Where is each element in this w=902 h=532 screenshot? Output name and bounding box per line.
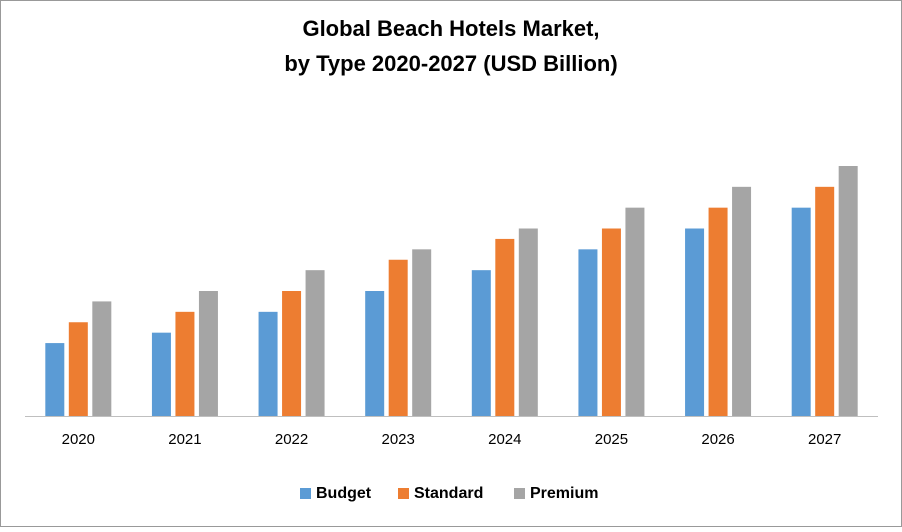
bar (258, 311, 278, 416)
x-tick-label: 2026 (701, 431, 734, 448)
legend-label: Premium (530, 485, 598, 502)
legend-label: Budget (316, 485, 372, 502)
bar (518, 228, 538, 416)
legend-swatch (300, 488, 311, 499)
x-tick-label: 2022 (275, 431, 308, 448)
bar (625, 207, 645, 416)
bar (175, 311, 195, 416)
x-tick-label: 2027 (808, 431, 841, 448)
bar (815, 186, 835, 416)
bar (92, 301, 112, 416)
bar (151, 332, 171, 416)
x-tick-label: 2023 (382, 431, 415, 448)
bar (495, 238, 515, 416)
bar (68, 322, 88, 416)
bar (685, 228, 705, 416)
chart-subtitle: by Type 2020-2027 (USD Billion) (284, 51, 617, 76)
legend-swatch (398, 488, 409, 499)
bar (732, 186, 752, 416)
bar (791, 207, 811, 416)
bar (412, 249, 432, 416)
bar (45, 343, 65, 416)
bar (578, 249, 598, 416)
x-tick-label: 2020 (62, 431, 95, 448)
x-tick-label: 2021 (168, 431, 201, 448)
bar (365, 291, 385, 416)
legend-swatch (514, 488, 525, 499)
bar (708, 207, 728, 416)
x-tick-label: 2024 (488, 431, 521, 448)
bar (388, 259, 408, 416)
bar (601, 228, 621, 416)
legend-label: Standard (414, 485, 483, 502)
bar (471, 270, 491, 416)
x-tick-label: 2025 (595, 431, 628, 448)
bar (838, 166, 858, 416)
bar (282, 291, 302, 416)
bar (305, 270, 325, 416)
chart-title: Global Beach Hotels Market, (302, 16, 599, 41)
bar (198, 291, 218, 416)
